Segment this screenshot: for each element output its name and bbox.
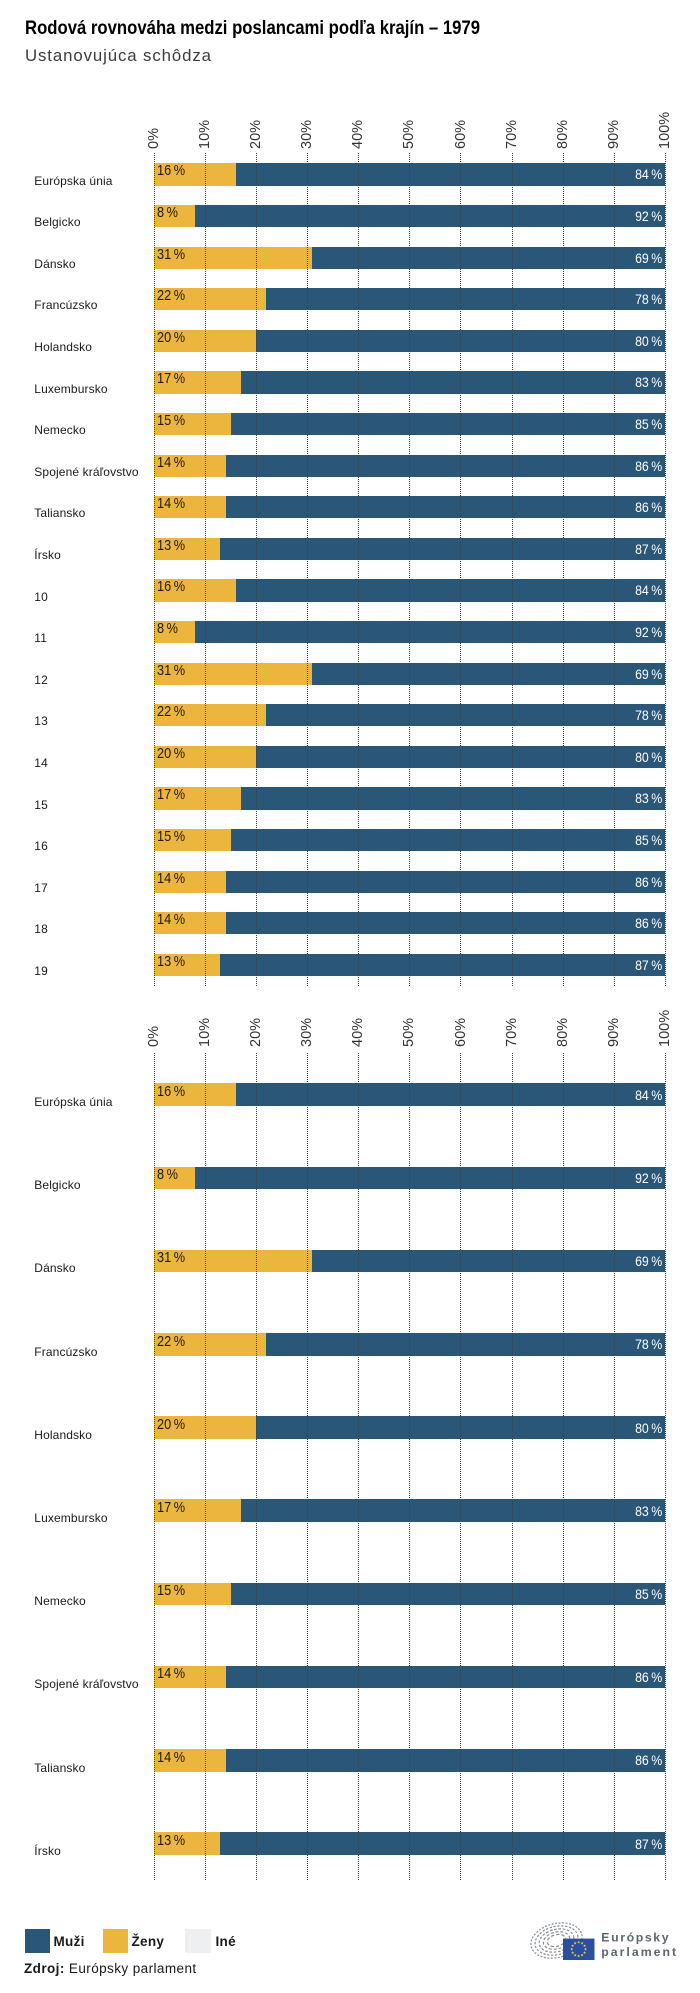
svg-text:parlament: parlament bbox=[601, 1945, 678, 1959]
svg-text:Európsky: Európsky bbox=[601, 1931, 670, 1945]
